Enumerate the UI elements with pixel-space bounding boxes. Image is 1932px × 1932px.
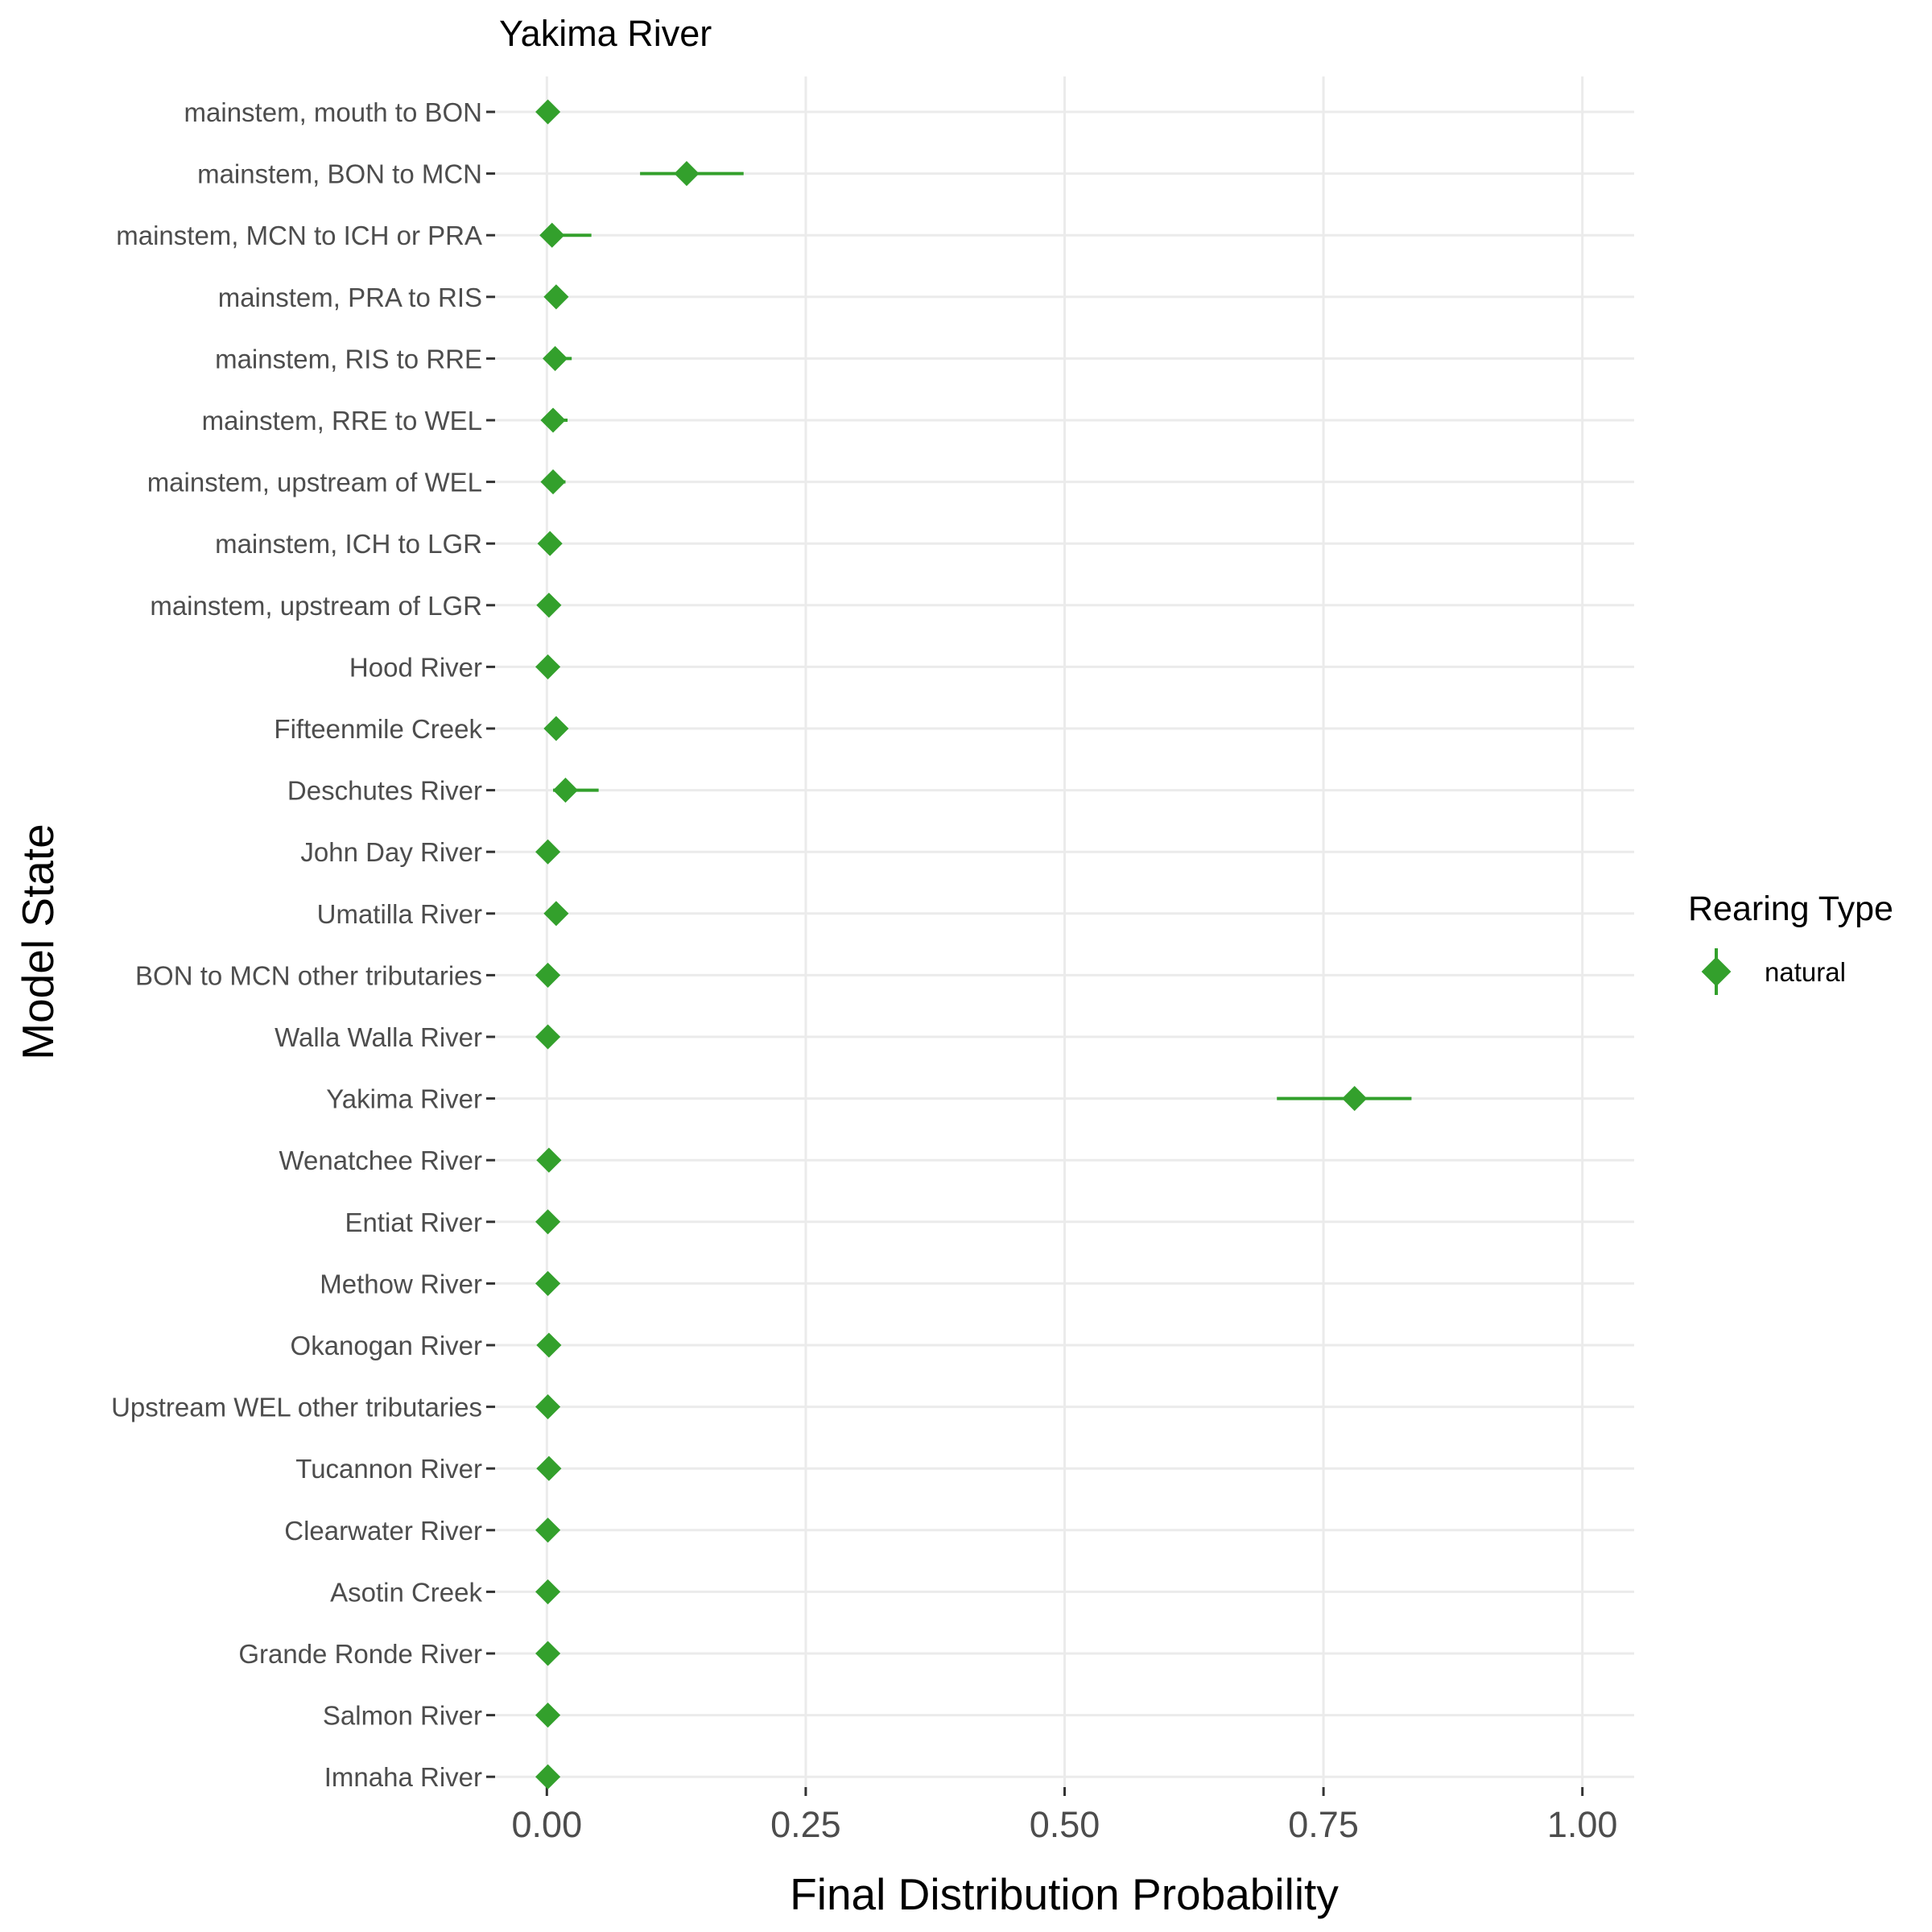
y-tick-label: Fifteenmile Creek bbox=[274, 714, 482, 744]
y-tick-label: Clearwater River bbox=[284, 1516, 482, 1546]
y-tick-label: Yakima River bbox=[326, 1084, 482, 1114]
x-axis: 0.00 0.25 0.50 0.75 1.00 bbox=[512, 1787, 1618, 1845]
grid bbox=[495, 76, 1634, 1787]
x-tick-label: 1.00 bbox=[1547, 1804, 1618, 1845]
x-tick-label: 0.00 bbox=[512, 1804, 583, 1845]
y-tick-label: Umatilla River bbox=[317, 899, 482, 929]
y-tick-label: Asotin Creek bbox=[330, 1577, 482, 1607]
y-tick-label: Entiat River bbox=[345, 1208, 482, 1237]
y-tick-label: Imnaha River bbox=[324, 1762, 482, 1792]
data-point bbox=[543, 284, 569, 310]
plot-title: Yakima River bbox=[499, 13, 712, 54]
data-point bbox=[539, 222, 565, 248]
y-tick-label: Grande Ronde River bbox=[238, 1639, 482, 1669]
y-tick-label: mainstem, mouth to BON bbox=[184, 97, 482, 127]
legend-label: natural bbox=[1765, 957, 1846, 987]
y-tick-label: mainstem, BON to MCN bbox=[197, 159, 482, 189]
y-tick-label: John Day River bbox=[300, 837, 482, 867]
y-tick-label: mainstem, upstream of WEL bbox=[147, 468, 482, 497]
y-tick-label: Wenatchee River bbox=[279, 1146, 482, 1175]
x-tick-label: 0.50 bbox=[1030, 1804, 1100, 1845]
data-point bbox=[543, 345, 568, 371]
x-tick-label: 0.75 bbox=[1288, 1804, 1359, 1845]
data-point bbox=[535, 1764, 561, 1790]
x-axis-title: Final Distribution Probability bbox=[790, 1869, 1339, 1919]
data-point bbox=[1342, 1086, 1368, 1112]
y-tick-label: Salmon River bbox=[323, 1701, 482, 1731]
legend-key-point bbox=[1701, 956, 1732, 987]
y-tick-label: Upstream WEL other tributaries bbox=[111, 1393, 482, 1422]
y-tick-label: Methow River bbox=[320, 1269, 482, 1298]
y-tick-label: mainstem, RIS to RRE bbox=[215, 344, 482, 374]
legend-title: Rearing Type bbox=[1688, 890, 1893, 928]
y-tick-label: mainstem, RRE to WEL bbox=[202, 406, 482, 436]
y-tick-label: mainstem, ICH to LGR bbox=[215, 529, 482, 559]
legend: Rearing Type natural bbox=[1688, 890, 1893, 995]
y-axis: mainstem, mouth to BON mainstem, BON to M… bbox=[111, 97, 495, 1792]
y-tick-label: Okanogan River bbox=[291, 1331, 482, 1360]
y-tick-label: Walla Walla River bbox=[275, 1022, 482, 1052]
y-tick-label: mainstem, upstream of LGR bbox=[150, 591, 482, 621]
y-tick-label: Deschutes River bbox=[287, 776, 482, 806]
y-axis-title: Model State bbox=[13, 824, 63, 1060]
y-tick-label: Hood River bbox=[349, 652, 482, 682]
x-tick-label: 0.25 bbox=[770, 1804, 841, 1845]
y-tick-label: Tucannon River bbox=[295, 1454, 482, 1484]
y-tick-label: BON to MCN other tributaries bbox=[135, 960, 482, 990]
y-tick-label: mainstem, MCN to ICH or PRA bbox=[116, 221, 482, 250]
data-point bbox=[535, 1703, 561, 1728]
y-tick-label: mainstem, PRA to RIS bbox=[218, 283, 482, 312]
